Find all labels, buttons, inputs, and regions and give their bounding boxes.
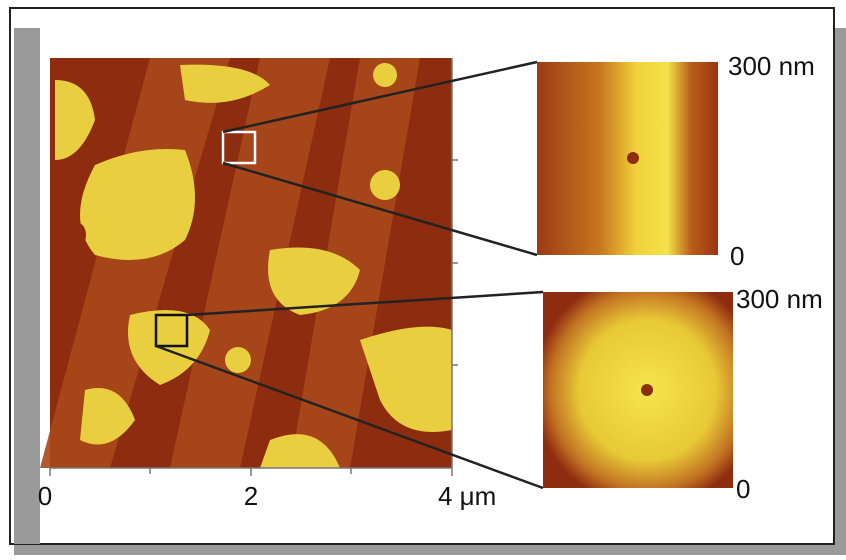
main-afm-image	[40, 58, 452, 468]
x-label: 4 μm	[438, 481, 496, 511]
inset-bottom-label: 0	[730, 241, 744, 271]
x-label: 0	[38, 481, 52, 511]
inset-image-1	[537, 62, 718, 255]
inset-top-label: 300 nm	[728, 51, 815, 81]
frame-shadow-left	[14, 28, 40, 544]
inset-bottom-label: 0	[736, 474, 750, 504]
figure: 0 2 4 μm 300 nm 0 300 nm 0	[0, 0, 846, 555]
inset-image-2	[543, 292, 733, 488]
x-label: 2	[244, 481, 258, 511]
inset-top-label: 300 nm	[736, 284, 823, 314]
